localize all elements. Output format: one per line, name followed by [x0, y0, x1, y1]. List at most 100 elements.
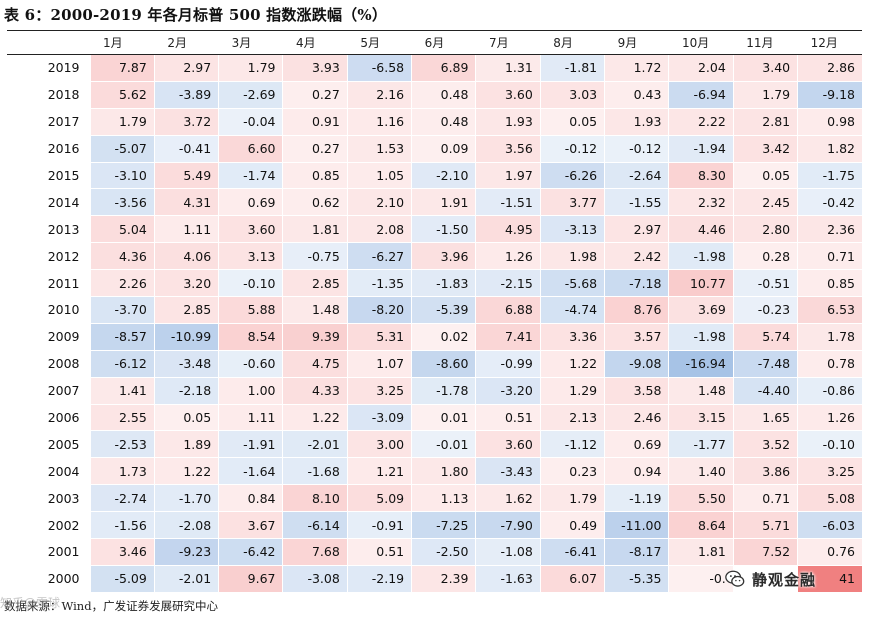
return-cell: -6.27 — [346, 242, 412, 271]
table-body: 2019 7.87 2.97 1.79 3.93 -6.58 6.89 1.31 -1.81 1.… — [7, 54, 862, 593]
return-cell: -3.43 — [475, 457, 541, 486]
table-row: 2008 -6.12 -3.48 -0.60 4.75 1.07 -8.60 -0.99 1.2… — [7, 350, 862, 378]
table-row: 2019 7.87 2.97 1.79 3.93 -6.58 6.89 1.31 -1.81 1.… — [7, 54, 862, 82]
return-cell: -1.70 — [153, 484, 219, 513]
year-cell: 2016 — [7, 135, 90, 163]
year-cell: 2004 — [7, 457, 90, 486]
return-cell: 1.93 — [475, 108, 541, 136]
watermark-text: 静观金融 — [752, 570, 817, 589]
return-cell: 5.71 — [732, 511, 798, 540]
return-cell: -1.56 — [89, 511, 155, 540]
return-cell: -1.68 — [282, 457, 348, 486]
return-cell: 3.25 — [797, 457, 862, 486]
return-cell: 1.22 — [153, 457, 219, 486]
table-row: 2003 -2.74 -1.70 0.84 8.10 5.09 1.13 1.62 1.79 -1… — [7, 484, 862, 513]
table-row: 2010 -3.70 2.85 5.88 1.48 -8.20 -5.39 6.88 -4.74… — [7, 296, 862, 324]
return-cell: 2.81 — [732, 108, 798, 136]
year-cell: 2007 — [7, 377, 90, 405]
return-cell: -5.68 — [539, 269, 605, 298]
year-cell: 2015 — [7, 162, 90, 190]
return-cell: -3.09 — [346, 404, 412, 432]
table-row: 2005 -2.53 1.89 -1.91 -2.01 3.00 -0.01 3.60 -1.1… — [7, 430, 862, 459]
return-cell: 7.41 — [475, 323, 541, 351]
return-cell: 2.26 — [89, 269, 155, 298]
return-cell: 4.33 — [282, 377, 348, 405]
return-cell: 1.53 — [346, 135, 412, 163]
return-cell: 8.30 — [668, 162, 734, 190]
table-title: 表 6：2000-2019 年各月标普 500 指数涨跌幅（%） — [4, 6, 388, 24]
return-cell: -2.69 — [218, 81, 283, 109]
return-cell: 4.31 — [153, 188, 219, 217]
return-cell: 1.81 — [668, 538, 734, 566]
table-row: 2004 1.73 1.22 -1.64 -1.68 1.21 1.80 -3.43 0.23 0… — [7, 457, 862, 486]
return-cell: 5.88 — [218, 296, 283, 324]
return-cell: -0.23 — [732, 296, 798, 324]
return-cell: 3.72 — [153, 108, 219, 136]
return-cell: 0.05 — [732, 162, 798, 190]
table-row: 2001 3.46 -9.23 -6.42 7.68 0.51 -2.50 -1.08 -6.4… — [7, 538, 862, 566]
return-cell: -8.17 — [604, 538, 669, 566]
return-cell: -1.55 — [604, 188, 669, 217]
return-cell: -5.39 — [411, 296, 476, 324]
return-cell: 0.78 — [797, 350, 862, 378]
year-cell: 2011 — [7, 269, 90, 298]
return-cell: -1.35 — [346, 269, 412, 298]
return-cell: 2.45 — [732, 188, 798, 217]
return-cell: 2.55 — [89, 404, 155, 432]
return-cell: 1.22 — [539, 350, 605, 378]
return-cell: 0.02 — [411, 323, 476, 351]
return-cell: 6.60 — [218, 135, 283, 163]
month-header: 10月 — [668, 30, 734, 55]
return-cell: -1.98 — [668, 242, 734, 271]
return-cell: 1.79 — [539, 484, 605, 513]
return-cell: 0.71 — [797, 242, 862, 271]
return-cell: 2.22 — [668, 108, 734, 136]
month-header: 2月 — [154, 30, 219, 55]
return-cell: 0.71 — [732, 484, 798, 513]
return-cell: 1.91 — [411, 188, 476, 217]
return-cell: -2.74 — [89, 484, 155, 513]
return-cell: 1.48 — [282, 296, 348, 324]
return-cell: 1.79 — [218, 54, 283, 82]
year-cell: 2008 — [7, 350, 90, 378]
return-cell: 4.06 — [153, 242, 219, 271]
return-cell: -1.83 — [411, 269, 476, 298]
return-cell: -9.18 — [797, 81, 862, 109]
return-cell: -6.58 — [346, 54, 412, 82]
return-cell: 5.62 — [89, 81, 155, 109]
year-cell: 2003 — [7, 484, 90, 513]
return-cell: 4.36 — [89, 242, 155, 271]
return-cell: -5.09 — [89, 565, 155, 593]
return-cell: 2.39 — [411, 565, 476, 593]
source-note: 数据来源：Wind，广发证券发展研究中心 — [4, 599, 219, 613]
return-cell: 3.60 — [475, 81, 541, 109]
return-cell: -1.75 — [797, 162, 862, 190]
return-cell: -4.40 — [732, 377, 798, 405]
return-cell: 2.85 — [282, 269, 348, 298]
return-cell: 4.46 — [668, 215, 734, 244]
month-header: 4月 — [282, 30, 348, 55]
year-cell: 2002 — [7, 511, 90, 540]
return-cell: -1.78 — [411, 377, 476, 405]
return-cell: -1.08 — [475, 538, 541, 566]
return-cell: -3.08 — [282, 565, 348, 593]
return-cell: 3.60 — [218, 215, 283, 244]
return-cell: 1.26 — [797, 404, 862, 432]
month-header: 3月 — [218, 30, 283, 55]
return-cell: 1.41 — [89, 377, 155, 405]
return-cell: 1.78 — [797, 323, 862, 351]
return-cell: 2.46 — [604, 404, 669, 432]
return-cell: 3.03 — [539, 81, 605, 109]
return-cell: 1.11 — [153, 215, 219, 244]
return-cell: 2.36 — [797, 215, 862, 244]
month-header: 11月 — [733, 30, 798, 55]
return-cell: -0.75 — [282, 242, 348, 271]
return-cell: -10.99 — [153, 323, 219, 351]
return-cell: -1.12 — [539, 430, 605, 459]
return-cell: 3.86 — [732, 457, 798, 486]
return-cell: 0.27 — [282, 81, 348, 109]
return-cell: 2.80 — [732, 215, 798, 244]
return-cell: 5.04 — [89, 215, 155, 244]
return-cell: -2.18 — [153, 377, 219, 405]
return-cell: -2.15 — [475, 269, 541, 298]
